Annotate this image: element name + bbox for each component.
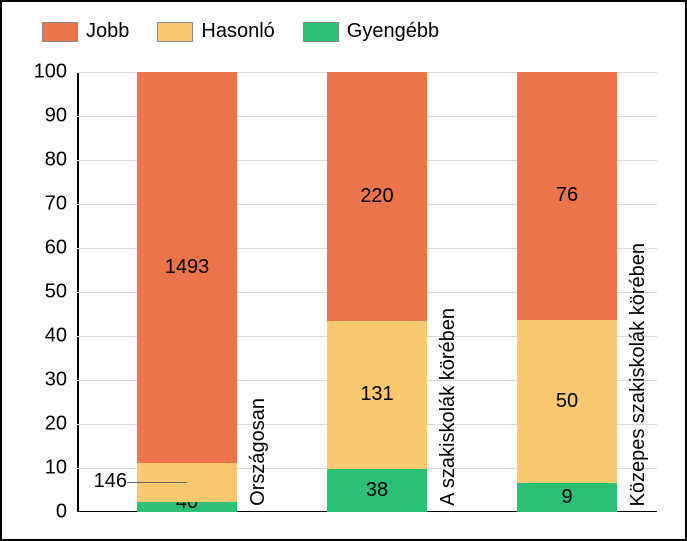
leader-line bbox=[127, 482, 187, 483]
ytick-label: 70 bbox=[17, 193, 67, 216]
bar-segment-jobb: 76 bbox=[517, 72, 617, 320]
ytick-label: 40 bbox=[17, 325, 67, 348]
ytick-label: 10 bbox=[17, 457, 67, 480]
bar-segment-hasonló: 131 bbox=[327, 321, 427, 469]
swatch-hasonlo bbox=[157, 22, 193, 42]
bar-segment-jobb: 220 bbox=[327, 72, 427, 321]
bar-segment-gyengébb: 9 bbox=[517, 483, 617, 512]
bar: 95076 bbox=[517, 72, 617, 512]
legend-label: Hasonló bbox=[201, 20, 274, 43]
chart-frame: Jobb Hasonló Gyengébb 0 10 20 30 40 50 60 70 80 9… bbox=[0, 0, 687, 541]
legend-item-gyengebb: Gyengébb bbox=[303, 20, 439, 43]
ytick-label: 0 bbox=[17, 501, 67, 524]
bar: 401493 bbox=[137, 72, 237, 512]
legend: Jobb Hasonló Gyengébb bbox=[42, 20, 439, 43]
legend-label: Jobb bbox=[86, 20, 129, 43]
ytick-label: 80 bbox=[17, 149, 67, 172]
ytick-label: 90 bbox=[17, 105, 67, 128]
plot-area: 0102030405060708090100401493146Országosa… bbox=[77, 72, 657, 512]
bar-segment-gyengébb: 38 bbox=[327, 469, 427, 512]
legend-item-hasonlo: Hasonló bbox=[157, 20, 274, 43]
category-label: A szakiskolák körében bbox=[437, 308, 460, 506]
swatch-gyengebb bbox=[303, 22, 339, 42]
legend-item-jobb: Jobb bbox=[42, 20, 129, 43]
ytick-label: 60 bbox=[17, 237, 67, 260]
category-label: Országosan bbox=[247, 398, 270, 506]
ytick-label: 100 bbox=[17, 61, 67, 84]
bar-segment-hasonló: 50 bbox=[517, 320, 617, 483]
ytick-label: 30 bbox=[17, 369, 67, 392]
ytick-label: 50 bbox=[17, 281, 67, 304]
ytick-label: 20 bbox=[17, 413, 67, 436]
legend-label: Gyengébb bbox=[347, 20, 439, 43]
swatch-jobb bbox=[42, 22, 78, 42]
bar-value-external: 146 bbox=[81, 470, 127, 493]
bar: 38131220 bbox=[327, 72, 427, 512]
bar-segment-jobb: 1493 bbox=[137, 72, 237, 463]
category-label: Közepes szakiskolák körében bbox=[627, 243, 650, 506]
